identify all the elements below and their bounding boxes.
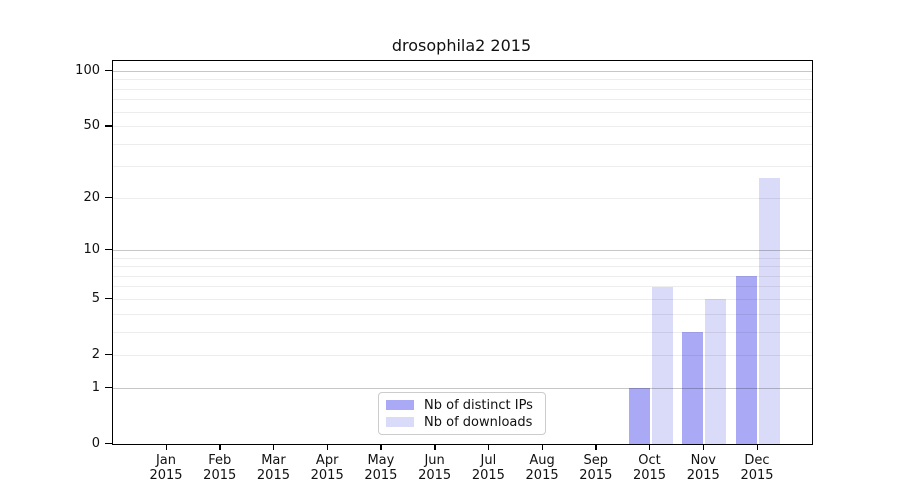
plot-area [112,60,813,445]
y-tick [105,386,112,388]
minor-gridline [113,99,812,101]
y-tick [105,248,112,251]
x-tick-label: Jun 2015 [405,453,465,483]
x-tick [702,444,705,450]
x-tick-label: Jul 2015 [458,453,518,483]
y-tick [105,353,112,356]
x-tick-label: Oct 2015 [620,453,680,483]
legend-entry-downloads: Nb of downloads [386,414,545,430]
x-tick [272,444,275,450]
x-tick [541,444,543,450]
x-tick [756,444,758,450]
x-tick-label: Mar 2015 [243,453,303,483]
x-tick-label: May 2015 [351,453,411,483]
x-tick-month: May [367,453,395,468]
y-tick [105,196,112,199]
legend-label-distinct-ips: Nb of distinct IPs [424,397,533,413]
x-tick [219,444,221,450]
x-tick-month: Jul [480,453,497,468]
minor-gridline [113,286,812,288]
bar-downloads-dec [759,177,780,444]
bar-distinct-ips-dec [736,276,757,444]
x-tick [326,444,329,450]
x-tick-label: Sep 2015 [566,453,626,483]
minor-gridline [113,166,812,168]
x-tick-month: Aug [529,453,555,468]
x-tick-month: Nov [690,453,716,468]
x-tick-month: Apr [315,453,339,468]
y-tick [105,442,112,444]
legend-entry-distinct-ips: Nb of distinct IPs [386,397,545,413]
y-tick [105,125,112,127]
x-tick-year: 2015 [310,468,344,483]
x-tick-year: 2015 [525,468,559,483]
legend-label-downloads: Nb of downloads [424,414,533,430]
y-tick [105,70,112,72]
minor-gridline [113,126,812,128]
x-tick-year: 2015 [632,468,667,483]
x-tick-month: Sep [583,453,609,468]
x-tick [434,444,436,450]
x-tick-year: 2015 [471,468,505,483]
x-tick-year: 2015 [203,468,237,483]
y-tick-label: 10 [83,241,100,257]
x-tick-label: Nov 2015 [673,453,733,483]
x-tick [165,444,167,450]
y-tick-label: 2 [91,346,100,362]
x-tick-label: Apr 2015 [297,453,357,483]
x-tick-month: Mar [261,453,286,468]
legend: Nb of distinct IPs Nb of downloads [378,392,546,435]
x-tick-month: Dec [744,453,770,468]
minor-gridline [113,275,812,277]
bar-distinct-ips-nov [682,332,704,444]
legend-swatch-downloads-icon [386,417,414,427]
y-tick-label: 50 [83,118,100,134]
x-tick-month: Oct [638,453,661,468]
x-tick-year: 2015 [418,468,452,483]
x-tick-year: 2015 [740,468,774,483]
x-tick-year: 2015 [149,468,183,483]
x-tick-month: Jan [155,453,177,468]
minor-gridline [113,197,812,199]
minor-gridline [113,257,812,259]
minor-gridline [113,266,812,268]
y-tick-label: 1 [91,379,100,395]
major-gridline [113,71,812,72]
bar-downloads-oct [651,286,673,444]
x-tick-month: Jun [424,453,445,468]
y-tick-label: 100 [75,63,100,78]
y-tick-label: 0 [91,435,100,451]
x-tick-label: Jan 2015 [136,453,196,483]
x-tick [380,444,382,450]
y-tick-label: 20 [83,189,100,205]
x-tick-label: Feb 2015 [190,453,250,483]
major-gridline [113,249,812,251]
x-tick-month: Feb [208,453,232,468]
x-tick-label: Dec 2015 [727,453,787,483]
chart-title: drosophila2 2015 [391,36,532,55]
x-tick-label: Aug 2015 [512,453,572,483]
minor-gridline [113,88,812,90]
x-tick-year: 2015 [364,468,398,483]
minor-gridline [113,143,812,145]
x-tick [487,444,490,450]
y-tick [105,297,112,300]
x-tick [595,444,597,450]
x-tick-year: 2015 [686,468,720,483]
x-tick-year: 2015 [256,468,290,483]
minor-gridline [113,79,812,81]
x-tick [649,444,651,450]
bar-downloads-nov [705,299,727,444]
y-tick-label: 5 [91,290,100,306]
legend-swatch-distinct-ips-icon [386,400,414,410]
bar-distinct-ips-oct [628,388,650,444]
minor-gridline [113,111,812,113]
x-tick-year: 2015 [579,468,613,483]
